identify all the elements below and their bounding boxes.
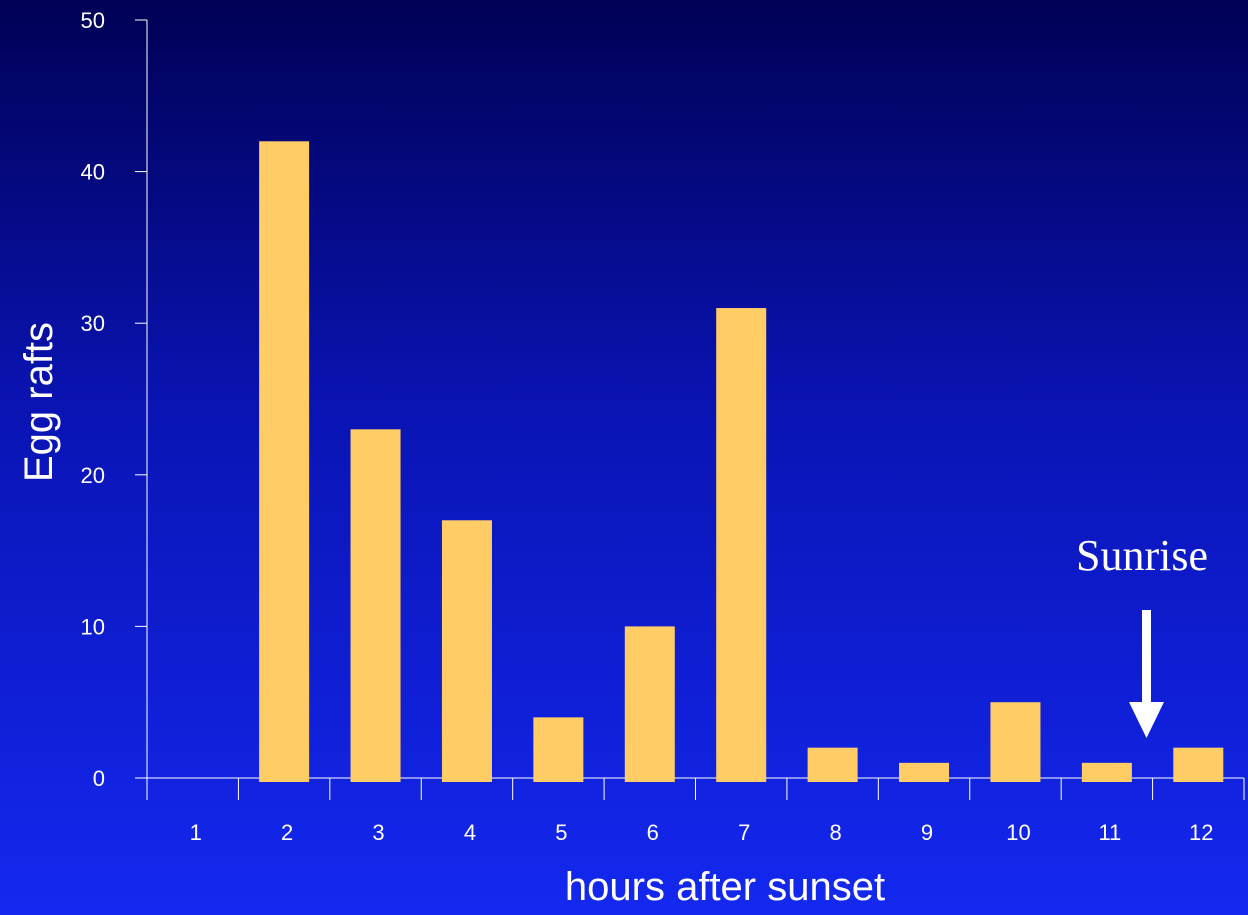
y-tick-labels: 0 10 20 30 40 50 — [81, 8, 105, 791]
bar — [899, 762, 950, 782]
bar — [259, 141, 310, 782]
x-tick-label: 8 — [830, 820, 842, 845]
bar — [716, 308, 767, 782]
y-axis-label: Egg rafts — [17, 322, 61, 482]
y-tick-label: 0 — [93, 766, 105, 791]
bar — [350, 429, 401, 782]
x-tick-label: 12 — [1189, 820, 1213, 845]
x-tick-label: 3 — [372, 820, 384, 845]
x-axis-label: hours after sunset — [565, 865, 885, 909]
x-tick-label: 1 — [190, 820, 202, 845]
bars — [259, 141, 1224, 782]
x-tick-label: 6 — [647, 820, 659, 845]
down-arrow-icon — [1129, 610, 1164, 738]
x-tick-label: 9 — [921, 820, 933, 845]
y-tick-label: 40 — [81, 160, 105, 185]
x-tick-label: 5 — [555, 820, 567, 845]
axes — [135, 20, 1244, 800]
y-tick-label: 50 — [81, 8, 105, 33]
bar — [990, 702, 1041, 782]
bar — [1081, 762, 1132, 782]
x-tick-labels: 1 2 3 4 5 6 7 8 9 10 11 12 — [190, 820, 1214, 845]
x-tick-label: 11 — [1098, 820, 1121, 845]
x-tick-label: 7 — [738, 820, 750, 845]
y-tick-label: 20 — [81, 463, 105, 488]
x-ticks — [146, 778, 1245, 800]
bar — [807, 747, 858, 782]
bar — [441, 520, 492, 782]
x-tick-label: 2 — [281, 820, 293, 845]
y-tick-label: 30 — [81, 311, 105, 336]
sunrise-annotation: Sunrise — [1076, 531, 1208, 738]
x-tick-label: 10 — [1006, 820, 1030, 845]
sunrise-label: Sunrise — [1076, 531, 1208, 580]
bar — [533, 717, 584, 782]
x-tick-label: 4 — [464, 820, 476, 845]
y-ticks — [135, 19, 147, 779]
bar — [1173, 747, 1224, 782]
bar — [624, 626, 675, 782]
y-tick-label: 10 — [81, 614, 105, 639]
